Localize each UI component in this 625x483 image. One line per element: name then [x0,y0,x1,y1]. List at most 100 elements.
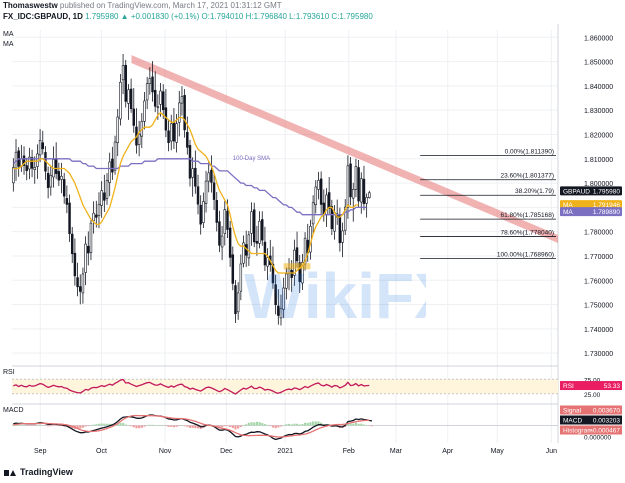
macd-histogram-bar [17,424,20,426]
candle-body [76,277,79,288]
macd-histogram-bar [234,425,237,430]
macd-histogram-bar [41,425,44,426]
macd-tag-1[interactable]: MACD 0.003203 [560,415,622,425]
candle-body [57,171,61,181]
x-tick-label: Dec [220,448,233,455]
macd-tag-0[interactable]: Signal 0.003670 [560,405,622,415]
macd-histogram-bar [298,424,301,426]
candle-body [199,204,202,225]
x-tick-label: Oct [96,448,107,455]
y-tick-label: 1.780000 [584,230,613,237]
candle-body [204,180,208,204]
macd-histogram-bar [312,421,315,426]
price-tag-1[interactable]: MA 1.791946 [560,200,622,210]
candle-body [68,202,71,234]
macd-histogram-bar [68,425,71,428]
candle-body [343,206,347,231]
resistance-trendline [131,55,559,243]
macd-histogram-bar [188,425,192,428]
candle-body [132,108,136,126]
candle-body [255,241,259,244]
author-name[interactable]: Thomaswestw [3,1,58,10]
rsi-pane[interactable]: RSI 75.00 25.00 RSI 53.33 [3,365,622,399]
candle-body [341,230,344,243]
tradingview-logo-icon[interactable] [4,468,18,478]
tradingview-brand[interactable]: TradingView [20,467,73,477]
symbol-label[interactable]: FX_IDC:GBPAUD, 1D [3,12,83,21]
candle-body [151,76,154,93]
candle-body [65,198,69,205]
macd-histogram-bar [135,425,138,429]
time-axis[interactable]: Sep Oct Nov Dec 2021 Feb Mar Apr May Jun [34,448,557,455]
macd-histogram-bar [25,425,28,426]
y-tick-label: 1.750000 [584,303,613,310]
candle-body [236,292,240,313]
x-tick-label: Mar [390,448,403,455]
rsi-tag-value: 53.33 [604,383,621,390]
candle-body [180,96,184,104]
macd-tick-label: 0.000000 [584,435,611,442]
candle-body [54,159,58,174]
macd-histogram-bar [105,423,109,426]
macd-histogram-bar [89,425,93,426]
macd-histogram-bar [60,425,63,427]
candle-body [143,100,146,122]
price-tag-label: MA [563,209,573,216]
candle-body [97,203,101,216]
macd-histogram-bar [362,424,366,426]
candle-body [62,179,66,197]
macd-histogram-bar [239,425,242,427]
chart-area[interactable]: 1.860000 1.850000 1.840000 1.830000 1.820000… [0,24,625,462]
macd-histogram-bar [255,421,258,426]
ma-legend-label: MA [3,41,14,48]
fib-level-label: 100.00%(1.768960) [497,251,554,258]
macd-histogram-bar [151,424,154,426]
candle-body [124,64,127,102]
macd-tag-2[interactable]: Histogram−0.000467 [560,425,622,435]
candle-body [261,219,264,241]
candle-body [172,121,176,142]
macd-histogram-bar [119,422,122,426]
candle-body [108,161,111,183]
macd-histogram-bar [344,425,347,427]
macd-histogram-bar [271,425,275,428]
macd-histogram-bar [314,421,317,426]
macd-histogram-bar [127,425,130,426]
price-tag-label: GBPAUD [563,188,590,195]
candle-body [215,200,218,223]
macd-tag-bg [560,425,622,435]
rsi-line [13,378,370,395]
macd-histogram-bar [293,423,296,426]
candle-body [277,305,280,316]
candle-body [319,178,323,205]
macd-histogram-bar [223,425,226,427]
macd-histogram-bar [103,423,106,426]
macd-histogram-bar [140,425,143,428]
candle-body [285,273,288,289]
ma-legend-label: MA [3,31,14,38]
macd-histogram-bar [226,425,229,427]
price-tag-2[interactable]: MA 1.789890 [560,207,622,217]
candle-body [352,189,355,199]
macd-histogram-bar [357,423,360,426]
macd-pane[interactable]: MACD 0.000000 Signal 0.003670 MACD 0.003203Hi… [3,403,622,442]
macd-histogram-bar [301,424,304,426]
price-tag-0[interactable]: GBPAUD 1.795980 [560,186,622,196]
candle-body [73,252,77,277]
candle-body [274,284,277,306]
chart-header: Thomaswestw published on TradingView.com… [0,0,625,24]
macd-histogram-bar [269,425,272,427]
macd-histogram-bar [279,425,283,427]
candle-body [271,263,275,284]
candle-body [148,78,152,84]
macd-histogram-bar [124,424,127,426]
y-tick-label: 1.840000 [584,84,613,91]
candle-body [111,158,114,173]
candle-body [338,215,342,244]
y-tick-label: 1.850000 [584,60,613,67]
price-pane[interactable]: 1.860000 1.850000 1.840000 1.830000 1.820000… [3,24,622,443]
candle-body [89,222,93,253]
macd-histogram-bar [36,425,39,426]
macd-histogram-bar [22,425,26,426]
macd-histogram-bar [180,425,184,426]
